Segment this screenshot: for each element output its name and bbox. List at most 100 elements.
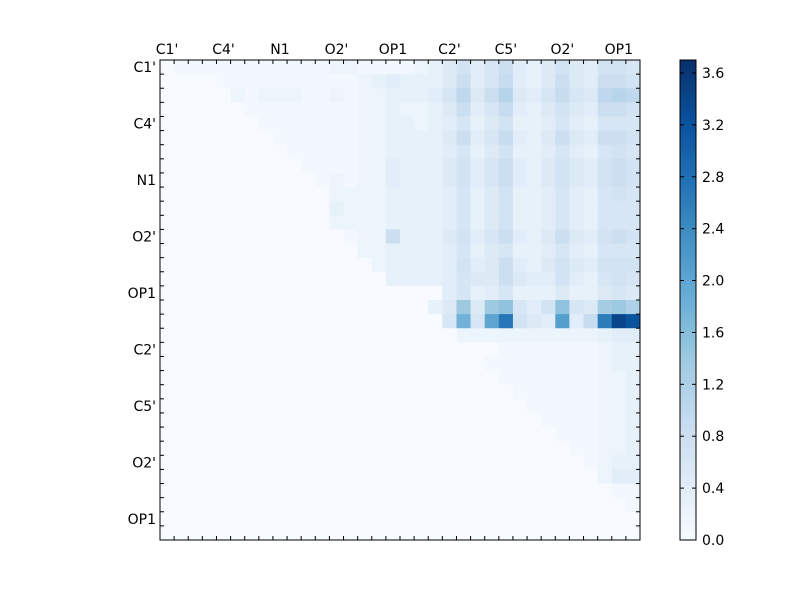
heatmap-cell bbox=[272, 483, 288, 499]
heatmap-cell bbox=[484, 412, 500, 428]
heatmap-cell bbox=[174, 328, 189, 343]
heatmap-cell bbox=[484, 328, 500, 343]
heatmap-cell bbox=[428, 455, 443, 470]
heatmap-cell bbox=[625, 116, 641, 131]
heatmap-cell bbox=[160, 116, 175, 131]
heatmap-cell bbox=[385, 285, 401, 301]
heatmap-cell bbox=[315, 257, 330, 273]
heatmap-cell bbox=[230, 497, 246, 513]
heatmap-cell bbox=[272, 427, 288, 442]
heatmap-cell bbox=[329, 469, 344, 484]
heatmap-cell bbox=[583, 497, 599, 513]
heatmap-cell bbox=[258, 130, 274, 146]
heatmap-cell bbox=[357, 243, 373, 259]
heatmap-cell bbox=[216, 229, 231, 244]
heatmap-cell bbox=[512, 158, 528, 174]
heatmap-cell bbox=[202, 201, 217, 216]
heatmap-cell bbox=[498, 412, 514, 428]
heatmap-cell bbox=[611, 511, 627, 527]
heatmap-cell bbox=[541, 469, 556, 484]
heatmap-cell bbox=[611, 271, 627, 287]
heatmap-cell bbox=[301, 511, 316, 527]
heatmap-cell bbox=[272, 455, 288, 470]
heatmap-cell bbox=[512, 74, 528, 89]
heatmap-cell bbox=[597, 412, 613, 428]
heatmap-cell bbox=[216, 370, 231, 386]
heatmap-cell bbox=[216, 215, 231, 230]
heatmap-cell bbox=[371, 356, 387, 371]
heatmap-cell bbox=[230, 412, 246, 428]
heatmap-cell bbox=[357, 285, 373, 301]
heatmap-cell bbox=[160, 243, 175, 259]
heatmap-cell bbox=[512, 116, 528, 131]
heatmap-cell bbox=[555, 511, 570, 527]
heatmap-cell bbox=[329, 158, 344, 174]
heatmap-cell bbox=[456, 257, 471, 273]
heatmap-cell bbox=[456, 201, 471, 216]
heatmap-cell bbox=[541, 314, 556, 329]
heatmap-cell bbox=[541, 370, 556, 386]
heatmap-cell bbox=[287, 60, 302, 75]
heatmap-cell bbox=[625, 469, 641, 484]
heatmap-cell bbox=[428, 88, 443, 103]
heatmap-cell bbox=[160, 314, 175, 329]
heatmap-cell bbox=[272, 102, 288, 117]
heatmap-cell bbox=[230, 427, 246, 442]
heatmap-cell bbox=[583, 60, 599, 75]
heatmap-cell bbox=[160, 398, 175, 414]
x-tick-label: C1' bbox=[156, 42, 179, 58]
heatmap-cell bbox=[160, 441, 175, 456]
heatmap-cell bbox=[357, 130, 373, 146]
heatmap-cell bbox=[244, 285, 260, 301]
heatmap-cell bbox=[512, 300, 528, 315]
heatmap-cell bbox=[625, 497, 641, 513]
heatmap-cell bbox=[400, 74, 415, 89]
heatmap-cell bbox=[385, 158, 401, 174]
heatmap-cell bbox=[329, 483, 344, 499]
heatmap-cell bbox=[611, 370, 627, 386]
heatmap-cell bbox=[244, 158, 260, 174]
heatmap-cell bbox=[160, 483, 175, 499]
heatmap-cell bbox=[597, 427, 613, 442]
heatmap-cell bbox=[343, 243, 359, 259]
heatmap-cell bbox=[329, 102, 344, 117]
heatmap-cell bbox=[258, 497, 274, 513]
heatmap-cell bbox=[456, 60, 471, 75]
heatmap-cell bbox=[244, 525, 260, 541]
heatmap-cell bbox=[244, 88, 260, 103]
heatmap-cell bbox=[287, 441, 302, 456]
heatmap-cell bbox=[244, 130, 260, 146]
heatmap-cell bbox=[258, 398, 274, 414]
heatmap-cell bbox=[188, 144, 203, 160]
x-tick-label: OP1 bbox=[379, 42, 407, 58]
heatmap-cell bbox=[160, 130, 175, 146]
heatmap-cell bbox=[244, 398, 260, 414]
heatmap-cell bbox=[512, 201, 528, 216]
heatmap-cell bbox=[428, 427, 443, 442]
heatmap-cell bbox=[414, 158, 429, 174]
heatmap-cell bbox=[555, 300, 570, 315]
heatmap-cell bbox=[611, 412, 627, 428]
heatmap-cell bbox=[230, 130, 246, 146]
heatmap-cell bbox=[188, 427, 203, 442]
heatmap-cell bbox=[202, 102, 217, 117]
heatmap-cell bbox=[160, 271, 175, 287]
heatmap-cell bbox=[470, 257, 486, 273]
heatmap-cell bbox=[498, 172, 514, 188]
heatmap-cell bbox=[597, 243, 613, 259]
heatmap-cell bbox=[188, 229, 203, 244]
heatmap-cell bbox=[597, 497, 613, 513]
heatmap-cell bbox=[456, 525, 471, 541]
heatmap-cell bbox=[272, 412, 288, 428]
heatmap-cell bbox=[625, 201, 641, 216]
heatmap-cell bbox=[428, 271, 443, 287]
heatmap-cell bbox=[188, 300, 203, 315]
heatmap-cell bbox=[160, 356, 175, 371]
heatmap-cell bbox=[160, 285, 175, 301]
heatmap-cell bbox=[569, 60, 584, 75]
heatmap-cell bbox=[385, 201, 401, 216]
heatmap-cell bbox=[583, 172, 599, 188]
heatmap-cell bbox=[625, 102, 641, 117]
heatmap-cell bbox=[541, 158, 556, 174]
heatmap-cell bbox=[442, 342, 457, 357]
